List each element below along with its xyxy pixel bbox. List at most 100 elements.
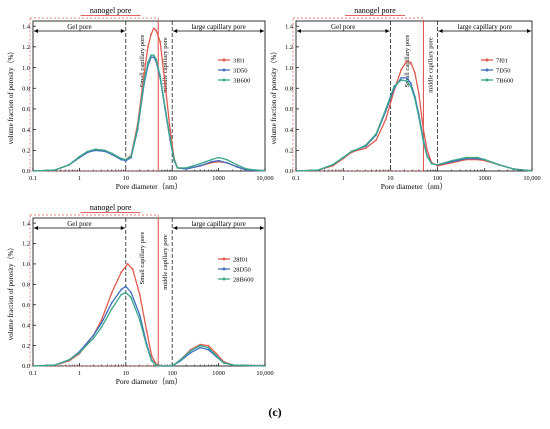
gel-pore-label: Gel pore (67, 23, 91, 31)
data-point-7B600 (436, 163, 439, 166)
data-point-28D50 (124, 285, 127, 288)
data-point-3B600 (225, 158, 228, 161)
data-point-3f01 (150, 33, 152, 36)
data-point-3f01 (159, 40, 162, 43)
data-point-3B600 (136, 126, 139, 129)
data-point-28f01 (131, 268, 134, 270)
y-tick-label: 1.0 (22, 65, 30, 72)
legend-marker-7f01 (485, 58, 489, 62)
y-tick-label: 0.4 (22, 322, 31, 329)
data-point-28f01 (145, 329, 148, 332)
y-tick-label: 0.0 (22, 363, 30, 370)
series-line-28B600 (32, 291, 266, 367)
data-point-28B600 (145, 344, 148, 347)
y-tick-label: 0.8 (22, 85, 30, 92)
legend-marker-7D50 (485, 68, 489, 72)
x-axis-label: Pore diameter（nm） (116, 377, 182, 386)
chart-panel-3: 0.1 1 10 100 1000 10,000 0.0 0.2 0.4 0.6 0.8 1.0 1.2… (7, 203, 274, 386)
data-point-28D50 (110, 301, 113, 304)
data-point-7B600 (364, 144, 367, 147)
large-capillary-pore-label: large capillary pore (458, 23, 512, 31)
data-point-3B600 (169, 136, 171, 139)
data-point-28B600 (78, 351, 81, 354)
x-tick-label: 1000 (212, 370, 225, 377)
data-point-3B600 (185, 166, 188, 169)
data-point-28B600 (120, 293, 123, 296)
data-point-7B600 (426, 155, 429, 158)
x-tick-label: 1000 (479, 175, 492, 182)
y-tick-label: 1.0 (285, 65, 293, 72)
data-point-7B600 (413, 97, 416, 100)
data-point-28f01 (110, 291, 113, 294)
data-point-3f01 (152, 27, 155, 30)
x-tick-label: 1 (78, 175, 81, 182)
y-tick-label: 1.2 (22, 44, 30, 51)
data-point-3B600 (68, 163, 71, 166)
data-point-7B600 (331, 163, 334, 166)
data-point-28B600 (150, 359, 153, 362)
data-point-3B600 (54, 169, 57, 171)
x-tick-label: 10 (387, 175, 393, 182)
data-point-3B600 (210, 158, 213, 161)
data-point-7B600 (498, 163, 500, 166)
data-point-28B600 (130, 296, 132, 299)
data-point-28B600 (138, 319, 141, 321)
y-tick-label: 0.2 (22, 343, 30, 350)
legend-marker-3D50 (222, 68, 226, 72)
data-point-28B600 (189, 349, 192, 352)
data-point-3B600 (217, 156, 220, 159)
data-point-3B600 (155, 58, 158, 61)
y-tick-label: 1.4 (22, 220, 31, 227)
legend-label: 28D50 (233, 266, 251, 273)
legend-marker-7B600 (485, 78, 489, 82)
series-line-3D50 (32, 56, 266, 172)
legend-marker-28B600 (222, 277, 226, 281)
data-point-3B600 (236, 163, 238, 166)
data-point-28D50 (100, 322, 103, 325)
x-axis-label: Pore diameter（nm） (116, 182, 182, 191)
data-point-3B600 (152, 54, 155, 57)
middle-capillary-pore-label: middle capillary pore (162, 234, 169, 290)
x-tick-label: 10,000 (523, 175, 540, 182)
data-point-7f01 (422, 128, 425, 131)
figure-label: (c) (268, 405, 282, 419)
y-tick-label: 0.2 (285, 148, 293, 155)
small-capillary-pore-label: Small capillary pore (139, 35, 146, 88)
data-point-28B600 (215, 354, 218, 357)
data-point-3B600 (173, 158, 176, 161)
legend-label: 3D50 (233, 67, 247, 74)
data-point-7B600 (384, 108, 387, 110)
x-tick-label: 1 (78, 370, 81, 377)
data-point-3B600 (199, 162, 202, 165)
data-point-3B600 (78, 155, 81, 158)
middle-capillary-pore-label: middle capillary pore (427, 37, 434, 93)
data-point-28f01 (126, 263, 129, 265)
large-pore-arrow-head-left (173, 226, 178, 230)
legend-label: 7f01 (496, 57, 508, 64)
data-point-28B600 (179, 358, 182, 361)
data-point-3B600 (94, 148, 97, 151)
series-line-7B600 (295, 79, 533, 172)
large-pore-arrow-head-right (527, 29, 531, 33)
data-point-7B600 (422, 141, 425, 143)
data-point-28D50 (120, 288, 123, 291)
data-point-3D50 (199, 164, 202, 167)
y-tick-label: 0.0 (22, 168, 30, 175)
x-tick-label: 100 (433, 175, 442, 182)
legend-label: 28B600 (233, 276, 254, 283)
y-tick-label: 1.4 (285, 23, 294, 30)
data-point-3B600 (110, 152, 113, 155)
data-point-7B600 (409, 85, 412, 88)
data-point-3D50 (210, 160, 213, 163)
legend-marker-3f01 (222, 58, 226, 62)
data-point-28B600 (68, 358, 71, 361)
data-point-3B600 (143, 79, 146, 81)
data-point-3B600 (176, 166, 179, 169)
data-point-7B600 (483, 158, 486, 161)
data-point-7f01 (364, 147, 367, 150)
nanogel-pore-label: nanogel pore (90, 6, 132, 15)
x-tick-label: 0.1 (29, 370, 37, 377)
small-capillary-pore-label: Small capillary pore (139, 232, 146, 285)
data-point-3B600 (159, 74, 162, 77)
data-point-3f01 (155, 29, 158, 32)
